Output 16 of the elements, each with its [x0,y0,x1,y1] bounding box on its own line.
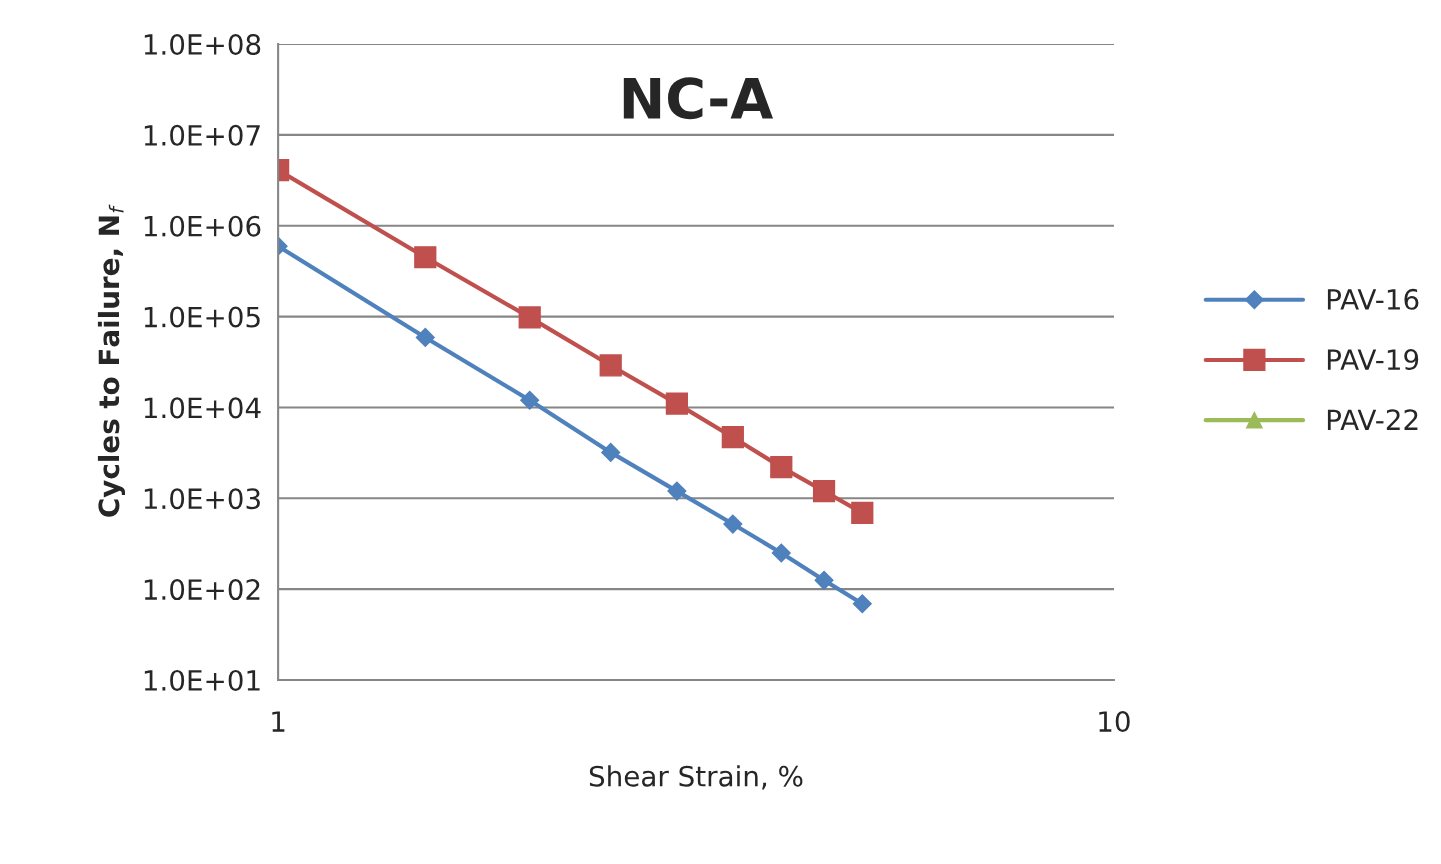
chart-title: NC-A [623,77,774,120]
x-tick-label: 1 [272,711,285,732]
y-tick-label: 1.0E+05 [144,306,260,328]
y-tick-label: 1.0E+07 [144,124,260,146]
x-axis-title: Shear Strain, % [589,765,803,790]
legend-label: PAV-16 [1327,288,1419,310]
y-tick-label: 1.0E+01 [144,669,260,691]
y-tick-label: 1.0E+03 [144,488,260,510]
legend-label: PAV-19 [1327,349,1419,371]
x-tick-label: 10 [1099,711,1130,733]
legend-label: PAV-22 [1327,409,1418,430]
y-axis-title: Cycles to Failure, N$_{f}$ [97,204,125,517]
y-tick-label: 1.0E+04 [144,397,261,419]
y-tick-label: 1.0E+08 [144,34,261,56]
y-tick-label: 1.0E+02 [144,579,260,601]
y-tick-label: 1.0E+06 [144,215,261,237]
